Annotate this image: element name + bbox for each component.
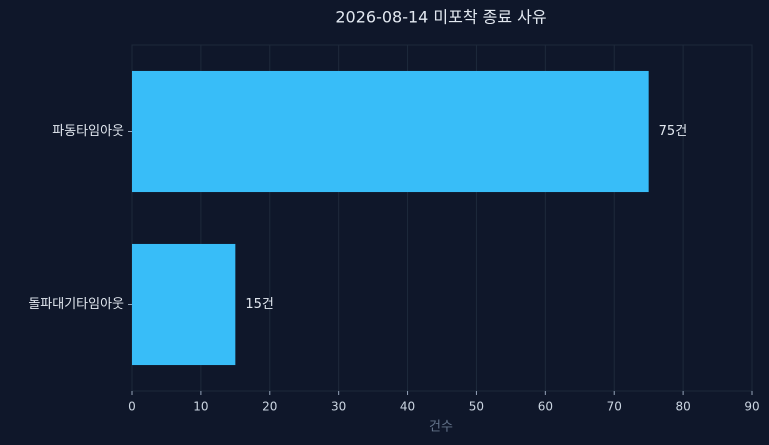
chart-title: 2026-08-14 미포착 종료 사유 — [335, 8, 546, 27]
x-tick-label: 60 — [538, 400, 553, 414]
x-axis-label: 건수 — [429, 420, 453, 435]
y-tick-label: 파동타임아웃 — [52, 124, 124, 139]
y-tick-label: 돌파대기타임아웃 — [28, 297, 124, 312]
x-tick-label: 50 — [469, 400, 484, 414]
value-label: 15건 — [245, 297, 274, 312]
x-tick-label: 10 — [193, 400, 208, 414]
x-tick-label: 70 — [607, 400, 622, 414]
x-tick-label: 0 — [128, 400, 136, 414]
bar — [132, 70, 649, 193]
value-label: 75건 — [659, 124, 688, 139]
x-tick-label: 80 — [675, 400, 690, 414]
bar — [132, 243, 236, 366]
x-tick-label: 40 — [400, 400, 415, 414]
x-tick-label: 20 — [262, 400, 277, 414]
x-tick-label: 90 — [744, 400, 759, 414]
x-tick-label: 30 — [331, 400, 346, 414]
